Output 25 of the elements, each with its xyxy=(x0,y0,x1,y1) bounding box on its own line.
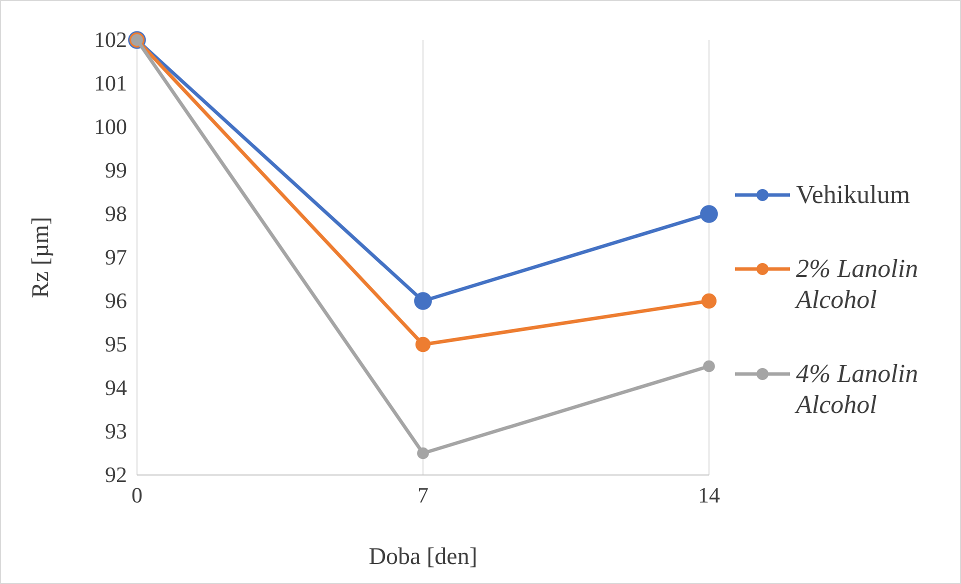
y-tick-label: 97 xyxy=(105,244,127,270)
y-tick-label: 93 xyxy=(105,418,127,444)
x-tick-label: 0 xyxy=(132,482,142,508)
point xyxy=(417,447,429,460)
point xyxy=(415,336,431,352)
point xyxy=(701,293,717,309)
y-tick-label: 96 xyxy=(105,288,127,314)
legend-label: 4% Lanolin Alcohol xyxy=(794,359,918,419)
point xyxy=(700,205,718,223)
y-tick-label: 101 xyxy=(94,70,127,96)
point xyxy=(703,360,715,372)
x-axis-title: Doba [den] xyxy=(368,544,478,570)
y-axis-title: Rz [µm] xyxy=(28,216,54,298)
y-tick-label: 94 xyxy=(105,375,127,400)
point xyxy=(414,292,432,310)
y-tick-label: 95 xyxy=(105,332,127,357)
y-tick-label: 98 xyxy=(105,201,127,226)
legend-label: 2% Lanolin Alcohol xyxy=(794,254,918,314)
x-tick-label: 7 xyxy=(418,482,428,508)
y-tick-label: 102 xyxy=(94,27,127,52)
y-tick-label: 99 xyxy=(105,158,127,183)
y-tick-label: 100 xyxy=(94,114,127,140)
x-tick-label: 14 xyxy=(698,482,720,508)
y-tick-label: 92 xyxy=(105,462,127,488)
legend-label: Vehikulum xyxy=(796,180,910,209)
